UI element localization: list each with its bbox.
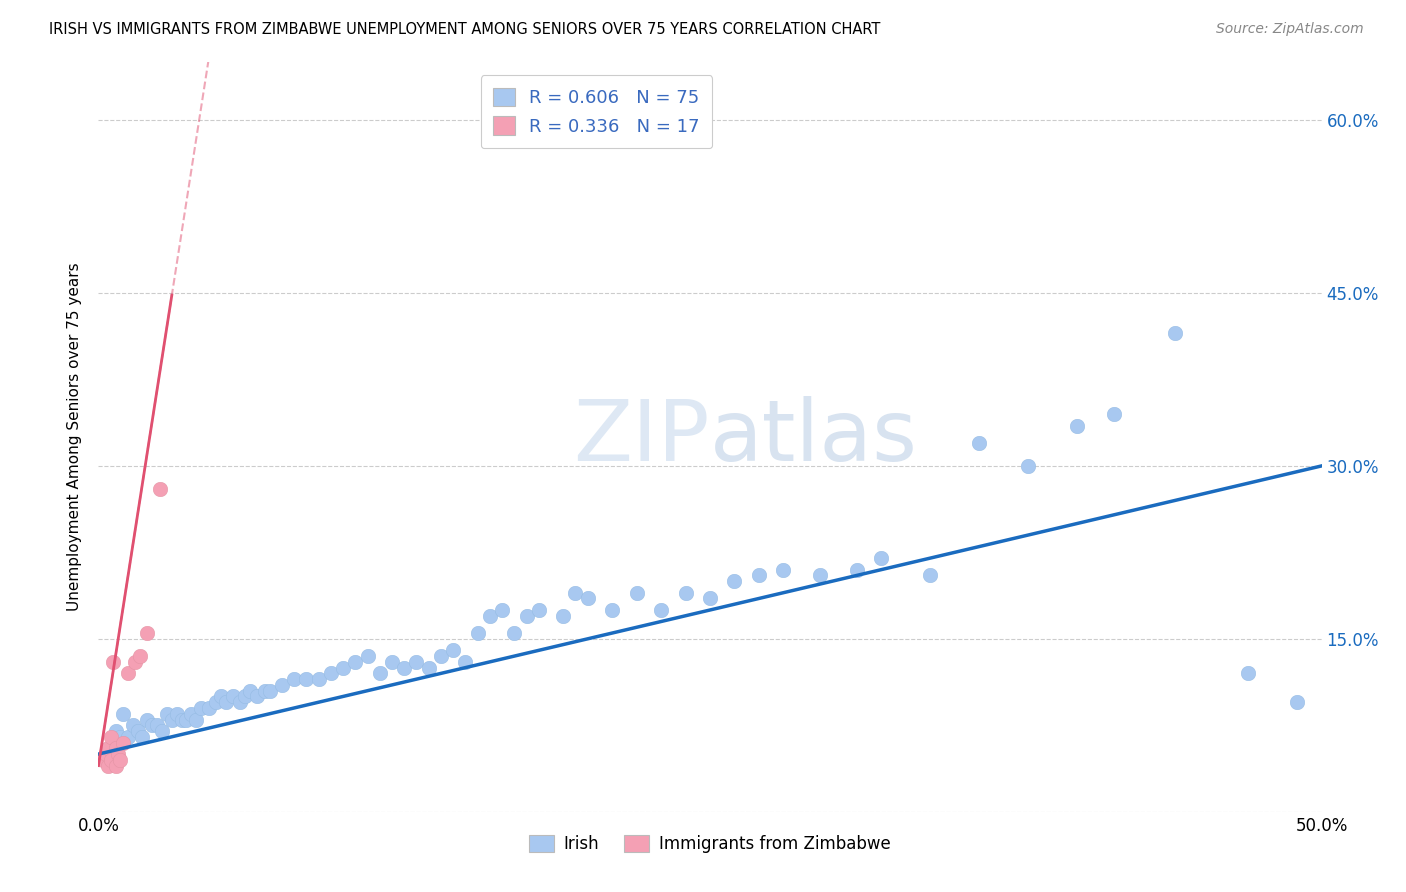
Point bbox=[845, 563, 868, 577]
Point bbox=[104, 758, 127, 772]
Point bbox=[131, 730, 153, 744]
Point bbox=[209, 690, 232, 704]
Point bbox=[233, 690, 256, 704]
Point bbox=[239, 683, 262, 698]
Point bbox=[920, 568, 942, 582]
Point bbox=[176, 713, 198, 727]
Legend: Irish, Immigrants from Zimbabwe: Irish, Immigrants from Zimbabwe bbox=[522, 828, 898, 860]
Point bbox=[146, 718, 169, 732]
Point bbox=[124, 655, 146, 669]
Text: Source: ZipAtlas.com: Source: ZipAtlas.com bbox=[1216, 22, 1364, 37]
Point bbox=[214, 695, 236, 709]
Text: ZIP: ZIP bbox=[574, 395, 710, 479]
Point bbox=[467, 626, 489, 640]
Point bbox=[91, 753, 114, 767]
Point bbox=[478, 608, 501, 623]
Point bbox=[156, 706, 179, 721]
Point bbox=[94, 747, 117, 761]
Y-axis label: Unemployment Among Seniors over 75 years: Unemployment Among Seniors over 75 years bbox=[67, 263, 83, 611]
Point bbox=[344, 655, 367, 669]
Point bbox=[527, 603, 550, 617]
Point bbox=[441, 643, 464, 657]
Point bbox=[150, 724, 173, 739]
Point bbox=[308, 672, 330, 686]
Point bbox=[515, 608, 537, 623]
Point bbox=[110, 753, 132, 767]
Point bbox=[100, 753, 122, 767]
Point bbox=[104, 741, 127, 756]
Point bbox=[186, 713, 208, 727]
Point bbox=[136, 626, 159, 640]
Point bbox=[197, 701, 219, 715]
Point bbox=[1164, 326, 1187, 341]
Point bbox=[117, 666, 139, 681]
Point bbox=[1286, 695, 1309, 709]
Point bbox=[160, 713, 183, 727]
Point bbox=[491, 603, 513, 617]
Point bbox=[180, 706, 202, 721]
Point bbox=[246, 690, 269, 704]
Point bbox=[166, 706, 188, 721]
Point bbox=[1066, 418, 1088, 433]
Point bbox=[222, 690, 245, 704]
Point bbox=[190, 701, 212, 715]
Point bbox=[136, 713, 159, 727]
Point bbox=[454, 655, 477, 669]
Point bbox=[430, 649, 453, 664]
Point bbox=[101, 655, 124, 669]
Text: IRISH VS IMMIGRANTS FROM ZIMBABWE UNEMPLOYMENT AMONG SENIORS OVER 75 YEARS CORRE: IRISH VS IMMIGRANTS FROM ZIMBABWE UNEMPL… bbox=[49, 22, 880, 37]
Point bbox=[253, 683, 276, 698]
Point bbox=[808, 568, 831, 582]
Point bbox=[97, 758, 120, 772]
Point bbox=[748, 568, 770, 582]
Point bbox=[107, 747, 129, 761]
Point bbox=[259, 683, 281, 698]
Point bbox=[270, 678, 294, 692]
Point bbox=[127, 724, 149, 739]
Point bbox=[675, 585, 697, 599]
Point bbox=[104, 724, 127, 739]
Point bbox=[110, 730, 132, 744]
Point bbox=[392, 660, 416, 674]
Point bbox=[967, 435, 990, 450]
Point bbox=[121, 718, 143, 732]
Point bbox=[205, 695, 228, 709]
Point bbox=[111, 706, 134, 721]
Point bbox=[600, 603, 623, 617]
Point bbox=[626, 585, 648, 599]
Point bbox=[650, 603, 672, 617]
Point bbox=[772, 563, 794, 577]
Point bbox=[319, 666, 342, 681]
Point bbox=[503, 626, 526, 640]
Point bbox=[149, 482, 172, 496]
Point bbox=[141, 718, 163, 732]
Point bbox=[100, 741, 122, 756]
Point bbox=[356, 649, 378, 664]
Point bbox=[870, 551, 893, 566]
Point bbox=[381, 655, 404, 669]
Point bbox=[576, 591, 599, 606]
Point bbox=[332, 660, 354, 674]
Point bbox=[368, 666, 391, 681]
Point bbox=[170, 713, 193, 727]
Point bbox=[1102, 407, 1125, 421]
Point bbox=[117, 730, 139, 744]
Point bbox=[405, 655, 427, 669]
Point bbox=[100, 730, 122, 744]
Point bbox=[564, 585, 586, 599]
Point bbox=[283, 672, 305, 686]
Point bbox=[1017, 458, 1039, 473]
Point bbox=[1237, 666, 1260, 681]
Point bbox=[229, 695, 252, 709]
Point bbox=[129, 649, 152, 664]
Point bbox=[97, 741, 120, 756]
Point bbox=[111, 735, 134, 749]
Point bbox=[699, 591, 721, 606]
Point bbox=[553, 608, 575, 623]
Point bbox=[723, 574, 745, 589]
Point bbox=[418, 660, 440, 674]
Text: atlas: atlas bbox=[710, 395, 918, 479]
Point bbox=[295, 672, 318, 686]
